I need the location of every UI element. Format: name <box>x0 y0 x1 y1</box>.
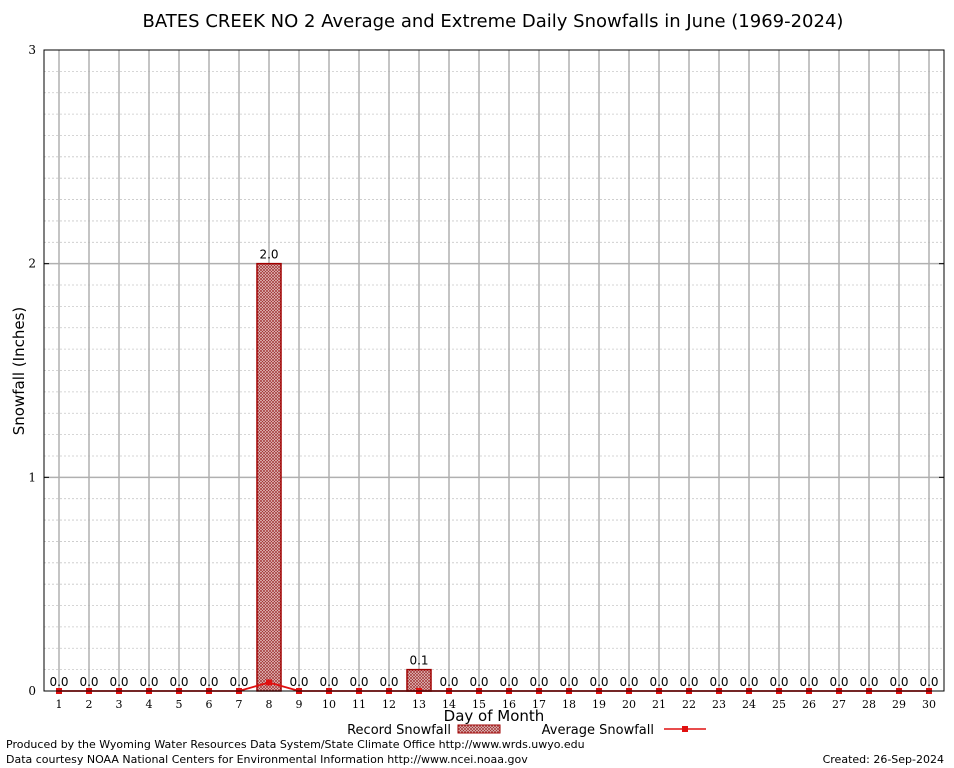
record-value-label: 0.0 <box>49 675 68 689</box>
record-value-label: 0.0 <box>889 675 908 689</box>
record-value-label: 0.0 <box>739 675 758 689</box>
record-value-label: 0.0 <box>379 675 398 689</box>
record-value-label: 0.0 <box>649 675 668 689</box>
x-tick-label: 27 <box>832 698 846 711</box>
x-tick-label: 20 <box>622 698 636 711</box>
chart-title: BATES CREEK NO 2 Average and Extreme Dai… <box>143 11 844 32</box>
x-tick-label: 8 <box>266 698 273 711</box>
legend-average-label: Average Snowfall <box>542 723 654 738</box>
x-tick-label: 12 <box>382 698 396 711</box>
record-value-label: 0.0 <box>469 675 488 689</box>
record-bar <box>406 668 432 692</box>
record-value-label: 0.0 <box>499 675 518 689</box>
record-value-label: 0.0 <box>529 675 548 689</box>
record-value-label: 2.0 <box>259 248 278 262</box>
x-tick-label: 4 <box>146 698 153 711</box>
record-value-label: 0.0 <box>709 675 728 689</box>
x-tick-label: 1 <box>56 698 63 711</box>
x-axis-label: Day of Month <box>444 707 545 725</box>
footer-credit-line-1: Produced by the Wyoming Water Resources … <box>6 738 585 751</box>
y-axis-label: Snowfall (Inches) <box>10 307 28 435</box>
record-value-label: 0.0 <box>79 675 98 689</box>
y-tick-label: 2 <box>28 257 36 271</box>
grid-lines <box>44 50 944 691</box>
record-value-label: 0.0 <box>679 675 698 689</box>
x-tick-label: 13 <box>412 698 426 711</box>
record-value-label: 0.0 <box>319 675 338 689</box>
x-tick-label: 21 <box>652 698 666 711</box>
record-value-label: 0.0 <box>799 675 818 689</box>
y-tick-label: 0 <box>28 684 36 698</box>
x-tick-label: 18 <box>562 698 576 711</box>
x-tick-label: 9 <box>296 698 303 711</box>
record-bar <box>256 262 282 692</box>
record-value-label: 0.0 <box>139 675 158 689</box>
x-tick-label: 2 <box>86 698 93 711</box>
record-value-label: 0.1 <box>409 654 428 668</box>
record-value-label: 0.0 <box>199 675 218 689</box>
x-tick-label: 3 <box>116 698 123 711</box>
x-tick-label: 15 <box>472 698 486 711</box>
record-value-label: 0.0 <box>559 675 578 689</box>
x-tick-label: 17 <box>532 698 546 711</box>
x-tick-label: 16 <box>502 698 516 711</box>
footer-credit-line-2: Data courtesy NOAA National Centers for … <box>6 753 528 766</box>
x-tick-label: 23 <box>712 698 726 711</box>
x-tick-label: 11 <box>352 698 366 711</box>
average-point <box>266 679 272 686</box>
y-tick-label: 1 <box>28 470 36 484</box>
plot-frame <box>43 49 945 692</box>
x-tick-label: 22 <box>682 698 696 711</box>
x-tick-label: 25 <box>772 698 786 711</box>
x-tick-label: 7 <box>236 698 243 711</box>
record-value-label: 0.0 <box>589 675 608 689</box>
record-value-label: 0.0 <box>439 675 458 689</box>
x-tick-label: 30 <box>922 698 936 711</box>
record-value-label: 0.0 <box>169 675 188 689</box>
record-snowfall-bars <box>256 262 432 692</box>
record-value-label: 0.0 <box>289 675 308 689</box>
x-tick-label: 24 <box>742 698 756 711</box>
legend-record-label: Record Snowfall <box>347 723 451 738</box>
x-tick-label: 14 <box>442 698 456 711</box>
x-tick-label: 28 <box>862 698 876 711</box>
y-tick-label: 3 <box>28 43 36 57</box>
x-tick-label: 29 <box>892 698 906 711</box>
footer-created-date: Created: 26-Sep-2024 <box>822 753 944 766</box>
record-value-label: 0.0 <box>829 675 848 689</box>
record-value-label: 0.0 <box>349 675 368 689</box>
x-tick-label: 10 <box>322 698 336 711</box>
x-tick-label: 26 <box>802 698 816 711</box>
x-tick-label: 6 <box>206 698 213 711</box>
record-value-label: 0.0 <box>619 675 638 689</box>
record-value-label: 0.0 <box>919 675 938 689</box>
record-value-label: 0.0 <box>109 675 128 689</box>
legend-record-swatch <box>457 724 501 734</box>
x-tick-labels: 1 2 3 4 5 6 7 8 9 10 11 12 13 14 15 16 17 18 19 20 21 22 23 24 2… <box>56 698 937 711</box>
legend: Record Snowfall Average Snowfall <box>347 723 706 738</box>
record-value-label: 0.0 <box>769 675 788 689</box>
record-value-label: 0.0 <box>859 675 878 689</box>
x-tick-label: 5 <box>176 698 183 711</box>
x-tick-label: 19 <box>592 698 606 711</box>
legend-average-marker <box>682 726 688 732</box>
record-value-label: 0.0 <box>229 675 248 689</box>
data-labels: 0.0 0.0 0.0 0.0 0.0 0.0 0.0 2.0 0.0 0.0 0.0 0.0 0.1 0… <box>49 248 938 689</box>
